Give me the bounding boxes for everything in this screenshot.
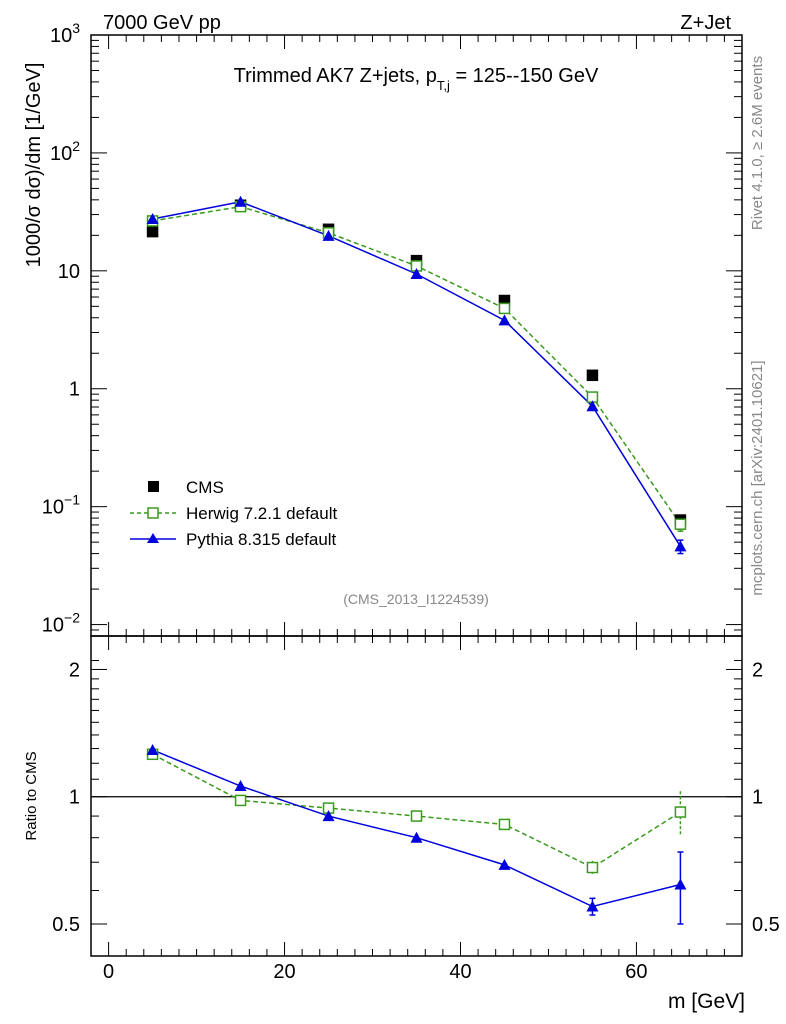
herwig-point bbox=[498, 302, 511, 315]
ratio-y-tick-label-left: 2 bbox=[69, 659, 80, 681]
legend-pythia-label: Pythia 8.315 default bbox=[186, 530, 337, 549]
rivet-version-label: Rivet 4.1.0, ≥ 2.6M events bbox=[749, 56, 766, 230]
pythia-point bbox=[146, 213, 159, 225]
ratio-pythia-point bbox=[146, 743, 159, 755]
ratio-y-tick-label-right: 2 bbox=[752, 659, 763, 681]
x-axis-label: m [GeV] bbox=[668, 990, 745, 1013]
ratio-y-axis-label: Ratio to CMS bbox=[23, 751, 40, 840]
main-y-tick-label: 10−1 bbox=[42, 492, 80, 519]
x-tick-label: 60 bbox=[625, 961, 647, 983]
ratio-y-tick-label-right: 0.5 bbox=[752, 914, 780, 936]
ratio-y-tick-label-right: 1 bbox=[752, 787, 763, 809]
ratio-herwig-point bbox=[498, 818, 511, 831]
main-y-tick-label: 10−2 bbox=[42, 610, 80, 637]
chart-title: Trimmed AK7 Z+jets, pT,j = 125--150 GeV bbox=[234, 65, 599, 93]
ratio-pythia-line bbox=[152, 749, 681, 908]
main-axis-ticks bbox=[91, 34, 742, 637]
ratio-series-group bbox=[146, 743, 687, 925]
legend-pythia-marker bbox=[147, 533, 159, 543]
process-label: Z+Jet bbox=[680, 12, 731, 34]
cms-point bbox=[146, 225, 159, 238]
legend-herwig-marker bbox=[147, 507, 159, 519]
main-y-tick-label: 10 bbox=[58, 261, 80, 283]
pythia-point bbox=[498, 314, 511, 326]
ratio-herwig-point bbox=[674, 806, 687, 818]
pythia-point bbox=[410, 267, 423, 279]
ratio-pythia-point bbox=[322, 810, 335, 822]
x-tick-label: 20 bbox=[273, 961, 295, 983]
main-series-group bbox=[146, 195, 687, 555]
ratio-pythia-point bbox=[498, 858, 511, 870]
pythia-point bbox=[586, 400, 599, 412]
ratio-pythia-point bbox=[586, 900, 599, 912]
main-y-tick-label: 102 bbox=[50, 138, 80, 165]
pythia-point bbox=[674, 540, 687, 552]
ratio-y-tick-label-left: 1 bbox=[69, 787, 80, 809]
ratio-herwig-point bbox=[410, 810, 423, 822]
ratio-herwig-point bbox=[586, 861, 599, 874]
main-y-axis-label: 1000/σ dσ)/dm [1/GeV] bbox=[23, 63, 45, 268]
ratio-axis-ticks bbox=[91, 636, 742, 956]
pythia-point bbox=[322, 229, 335, 241]
ratio-herwig-point bbox=[234, 794, 247, 807]
legend-cms-marker bbox=[148, 481, 159, 492]
ratio-pythia-point bbox=[234, 780, 247, 792]
ratio-y-tick-label-left: 0.5 bbox=[52, 914, 80, 936]
main-y-tick-label: 103 bbox=[50, 20, 80, 47]
ratio-pythia-point bbox=[410, 831, 423, 843]
x-tick-label: 0 bbox=[103, 961, 114, 983]
mcplots-label: mcplots.cern.ch [arXiv:2401.10621] bbox=[749, 360, 766, 595]
ratio-plot-panel: 0 20 40 60 2 2 1 1 0.5 0.5 Ratio to CMS m [GeV] bbox=[23, 635, 780, 1013]
x-tick-label: 40 bbox=[449, 961, 471, 983]
herwig-line bbox=[152, 205, 682, 525]
cms-point bbox=[586, 369, 599, 382]
pythia-point bbox=[234, 195, 247, 207]
pythia-line bbox=[152, 201, 682, 547]
ratio-pythia-point bbox=[674, 878, 687, 890]
legend-cms-label: CMS bbox=[186, 478, 224, 497]
ratio-tick-labels: 0 20 40 60 2 2 1 1 0.5 0.5 bbox=[52, 659, 780, 983]
herwig-point bbox=[674, 518, 687, 530]
legend-herwig-label: Herwig 7.2.1 default bbox=[186, 504, 337, 523]
analysis-id: (CMS_2013_I1224539) bbox=[343, 591, 489, 607]
ratio-plot-frame bbox=[90, 635, 743, 957]
legend: CMS Herwig 7.2.1 default Pythia 8.315 de… bbox=[130, 478, 337, 549]
energy-label: 7000 GeV pp bbox=[103, 12, 221, 34]
main-y-tick-label: 1 bbox=[69, 379, 80, 401]
